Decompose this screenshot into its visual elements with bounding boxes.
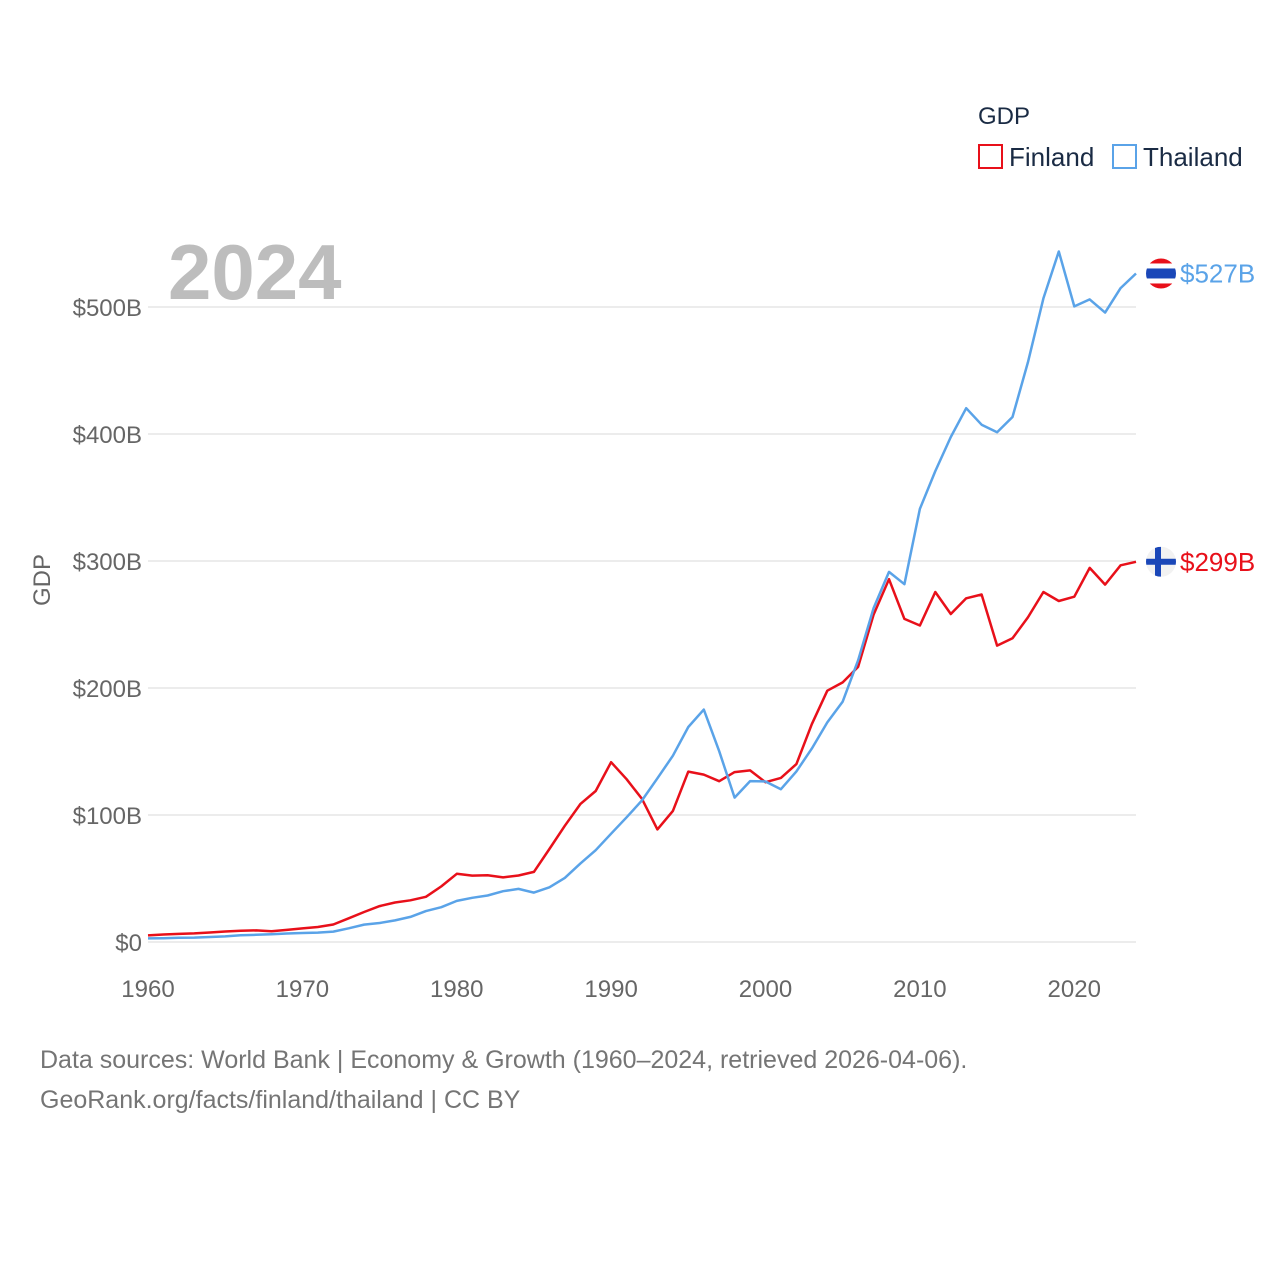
x-tick-label: 1970 [276,976,329,1003]
y-tick-label: $0 [115,930,142,957]
end-value-label-thailand: $527B [1180,258,1255,288]
y-tick-label: $300B [73,549,142,576]
x-tick-label: 1980 [430,976,483,1003]
x-tick-label: 2000 [739,976,792,1003]
x-tick-label: 1960 [121,976,174,1003]
legend-label-finland[interactable]: Finland [1009,142,1094,172]
legend-title: GDP [978,103,1030,130]
series-lines [147,250,1137,940]
legend-label-thailand[interactable]: Thailand [1143,142,1243,172]
series-line-thailand[interactable] [147,250,1137,940]
y-tick-label: $100B [73,803,142,830]
y-tick-label: $500B [73,295,142,322]
source-line-1: Data sources: World Bank | Economy & Gro… [40,1046,968,1074]
x-tick-label: 2020 [1048,976,1101,1003]
source-note: Data sources: World Bank | Economy & Gro… [40,1040,967,1120]
source-line-2[interactable]: GeoRank.org/facts/finland/thailand | CC … [40,1086,521,1114]
finland-flag-icon [1146,546,1176,577]
end-value-label-finland: $299B [1180,547,1255,577]
y-tick-label: $400B [73,422,142,449]
legend-swatch-thailand[interactable] [1112,144,1137,169]
x-axis-ticks: 1960 1970 1980 1990 2000 2010 2020 [121,976,1101,1003]
legend[interactable]: GDP Finland Thailand [978,103,1243,172]
y-axis-title: GDP [29,554,56,606]
y-axis-ticks: $0 $100B $200B $300B $400B $500B [73,295,142,957]
x-tick-label: 1990 [584,976,637,1003]
y-tick-label: $200B [73,676,142,703]
series-line-finland[interactable] [147,560,1137,937]
year-label: 2024 [168,228,342,316]
gridlines [148,306,1136,943]
x-tick-label: 2010 [893,976,946,1003]
legend-swatch-finland[interactable] [978,144,1003,169]
gdp-line-chart: $0 $100B $200B $300B $400B $500B 1960 1970 1980… [29,103,1255,1003]
series-end-markers: $299B $527B [1146,258,1255,577]
thailand-flag-icon [1146,258,1176,289]
